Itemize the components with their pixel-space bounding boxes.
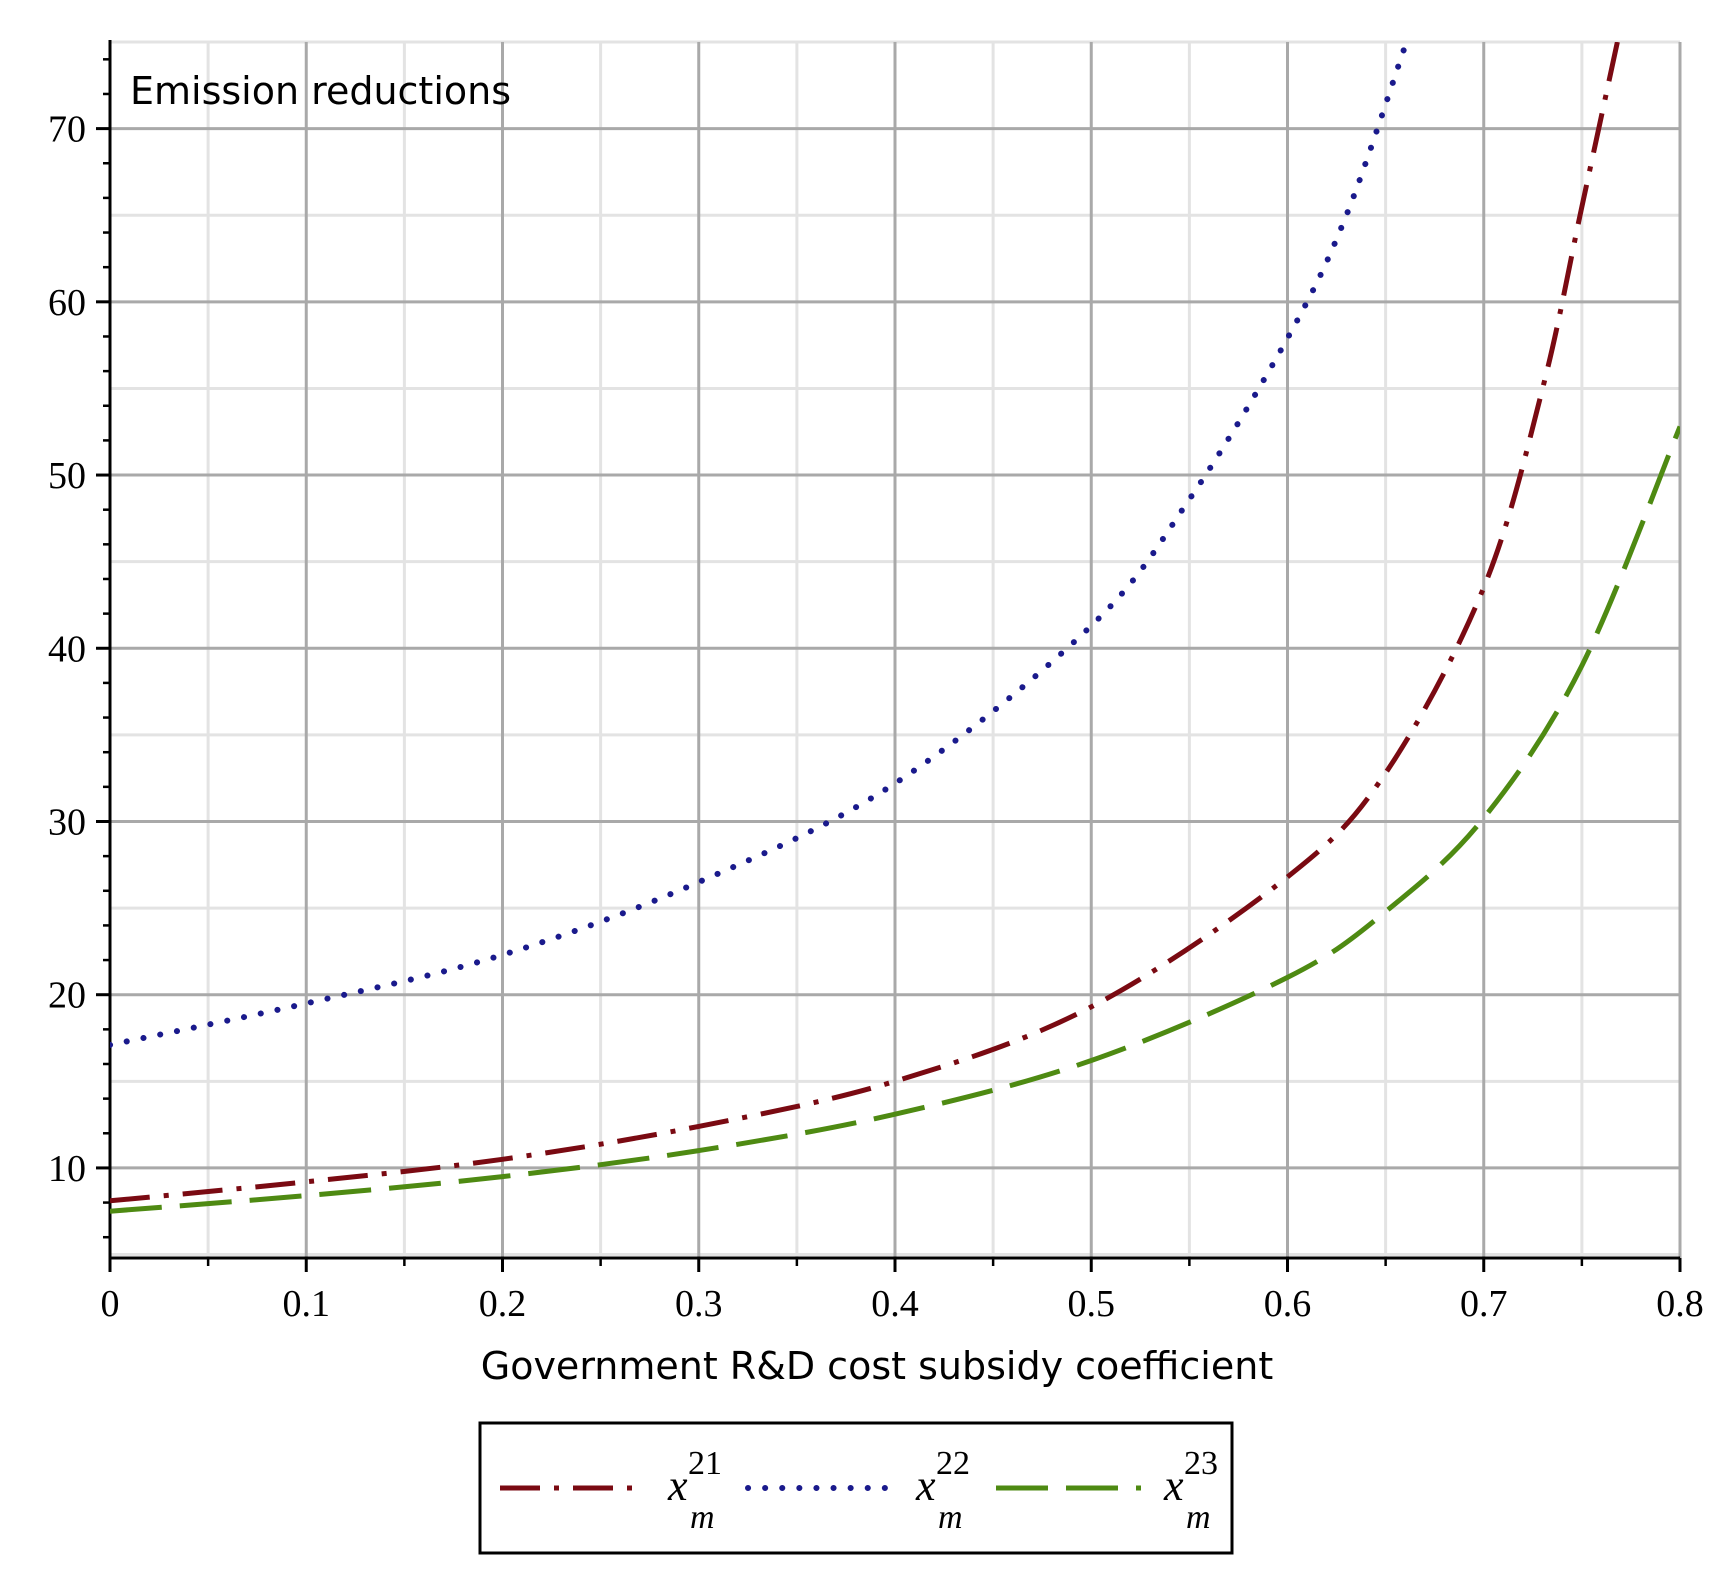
x-tick-label: 0.5 (1068, 1283, 1116, 1325)
legend-label-subscript: m (690, 1499, 715, 1536)
x-tick-label: 0.3 (675, 1283, 723, 1325)
series-group (110, 42, 1680, 1214)
series-line-xm23 (110, 425, 1680, 1214)
y-tick-label: 10 (48, 1148, 86, 1190)
x-tick-label: 0.7 (1460, 1283, 1508, 1325)
legend-label-xm22: x (915, 1461, 936, 1510)
axes (96, 40, 1682, 1272)
y-tick-label: 70 (48, 109, 86, 151)
chart-annotation: Emission reductions (130, 69, 511, 113)
legend-label-superscript: 22 (936, 1445, 970, 1482)
legend-label-superscript: 23 (1184, 1445, 1218, 1482)
x-tick-label: 0.8 (1656, 1283, 1704, 1325)
y-tick-label: 20 (48, 975, 86, 1017)
series-line-xm22 (110, 42, 1409, 1048)
legend-label-xm23: x (1163, 1461, 1184, 1510)
legend-label-subscript: m (938, 1499, 963, 1536)
x-tick-label: 0.6 (1264, 1283, 1312, 1325)
y-tick-label: 50 (48, 455, 86, 497)
legend-label-xm21: x (667, 1461, 688, 1510)
series-line-xm21 (110, 42, 1620, 1204)
y-tick-label: 40 (48, 628, 86, 670)
x-tick-label: 0.4 (871, 1283, 919, 1325)
x-tick-label: 0.2 (479, 1283, 527, 1325)
legend-label-subscript: m (1186, 1499, 1211, 1536)
legend-label-superscript: 21 (688, 1445, 722, 1482)
x-tick-label: 0.1 (283, 1283, 331, 1325)
x-tick-label: 0 (101, 1283, 120, 1325)
y-tick-label: 30 (48, 801, 86, 843)
x-axis-label: Government R&D cost subsidy coefficient (481, 1344, 1273, 1388)
tick-labels: 0 0.1 0.2 0.3 0.4 0.5 0.6 0.7 0.8 10 20 30 40 50 60 70 (48, 109, 1704, 1325)
grid (108, 40, 1682, 1258)
y-tick-label: 60 (48, 282, 86, 324)
